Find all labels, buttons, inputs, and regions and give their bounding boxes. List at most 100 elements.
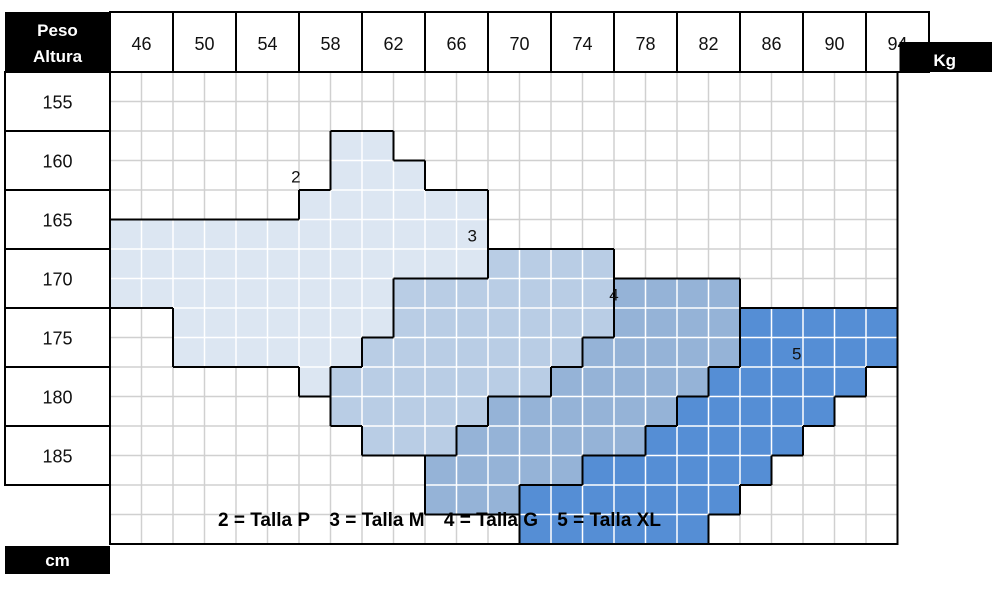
size-cell-5: [645, 485, 678, 515]
size-cell-3: [393, 367, 426, 397]
size-cell-3: [393, 337, 426, 368]
size-cell-4: [645, 308, 678, 338]
size-cell-5: [708, 485, 741, 515]
size-cell-2: [393, 219, 426, 250]
size-cell-3: [362, 426, 394, 456]
weight-tick-label: 46: [131, 34, 151, 54]
size-cell-3: [551, 249, 583, 279]
height-tick-label: 160: [42, 152, 72, 172]
size-cell-5: [708, 455, 741, 486]
weight-header-cell: [802, 11, 867, 73]
size-cell-2: [393, 160, 426, 191]
size-cell-2: [425, 190, 457, 220]
size-cell-4: [519, 455, 552, 486]
size-cell-2: [110, 278, 142, 309]
size-cell-2: [267, 249, 300, 279]
height-label-cell: [4, 248, 111, 309]
height-tick-label: 175: [42, 329, 72, 349]
size-cell-5: [519, 514, 552, 545]
height-label-cell: [4, 130, 111, 191]
size-cell-4: [551, 455, 583, 486]
legend-item-5: 5 = Talla XL: [557, 510, 661, 531]
size-cell-4: [456, 426, 489, 456]
size-cell-4: [614, 426, 646, 456]
weight-tick-label: 50: [194, 34, 214, 54]
size-cell-2: [362, 131, 394, 161]
size-cell-3: [488, 278, 520, 309]
size-cell-3: [362, 396, 394, 427]
size-cell-3: [362, 337, 394, 368]
size-cell-2: [299, 190, 331, 220]
weight-tick-label: 90: [824, 34, 844, 54]
size-cell-2: [173, 249, 205, 279]
size-cell-2: [204, 308, 237, 338]
weight-header-cell: [298, 11, 363, 73]
size-cell-3: [519, 308, 552, 338]
size-cell-2: [267, 278, 300, 309]
size-label-3: 3: [468, 226, 477, 245]
size-cell-5: [803, 308, 835, 338]
size-cell-2: [299, 249, 331, 279]
size-cell-2: [267, 219, 300, 250]
size-cell-3: [488, 308, 520, 338]
size-cell-4: [519, 426, 552, 456]
size-cell-4: [645, 367, 678, 397]
size-cell-2: [141, 249, 174, 279]
size-cell-2: [299, 337, 331, 368]
size-cell-2: [236, 337, 268, 368]
size-cell-2: [362, 219, 394, 250]
size-cell-3: [551, 337, 583, 368]
size-cell-3: [425, 396, 457, 427]
size-cell-3: [488, 249, 520, 279]
size-cell-2: [362, 278, 394, 309]
size-cell-5: [740, 308, 772, 338]
weight-header-cell: [550, 11, 615, 73]
size-cell-4: [582, 367, 615, 397]
size-cell-2: [173, 308, 205, 338]
height-tick-label: 155: [42, 93, 72, 113]
size-cell-2: [393, 249, 426, 279]
weight-tick-label: 54: [257, 34, 277, 54]
size-cell-2: [236, 219, 268, 250]
size-cell-4: [425, 455, 457, 486]
weight-header-cell: [487, 11, 552, 73]
size-cell-4: [677, 308, 709, 338]
size-label-4: 4: [609, 285, 618, 304]
size-cell-4: [456, 485, 489, 515]
size-cell-2: [110, 219, 142, 250]
size-cell-2: [425, 249, 457, 279]
size-cell-4: [614, 337, 646, 368]
size-cell-2: [330, 249, 363, 279]
size-cell-3: [519, 367, 552, 397]
size-cell-3: [456, 367, 489, 397]
size-cell-2: [236, 249, 268, 279]
size-label-5: 5: [792, 344, 801, 363]
size-cell-2: [204, 278, 237, 309]
size-cell-5: [771, 337, 804, 368]
size-cell-4: [614, 396, 646, 427]
size-cell-3: [425, 308, 457, 338]
size-cell-3: [425, 337, 457, 368]
size-cell-4: [582, 337, 615, 368]
y-unit-label: cm: [45, 551, 70, 570]
size-cell-5: [866, 337, 898, 368]
size-cell-5: [708, 426, 741, 456]
size-cell-5: [614, 485, 646, 515]
weight-header-cell: [676, 11, 741, 73]
size-cell-5: [708, 396, 741, 427]
size-cell-3: [393, 278, 426, 309]
size-cell-4: [645, 278, 678, 309]
size-cell-5: [740, 367, 772, 397]
size-cell-2: [456, 219, 489, 250]
weight-tick-label: 78: [635, 34, 655, 54]
size-cell-5: [582, 514, 615, 545]
size-cell-5: [645, 514, 678, 545]
size-cell-5: [771, 396, 804, 427]
legend-item-4: 4 = Talla G: [443, 510, 539, 531]
size-cell-5: [551, 485, 583, 515]
size-cell-4: [614, 278, 646, 309]
weight-tick-label: 86: [761, 34, 781, 54]
size-cell-5: [803, 396, 835, 427]
size-cell-5: [834, 367, 867, 397]
size-cell-5: [771, 367, 804, 397]
